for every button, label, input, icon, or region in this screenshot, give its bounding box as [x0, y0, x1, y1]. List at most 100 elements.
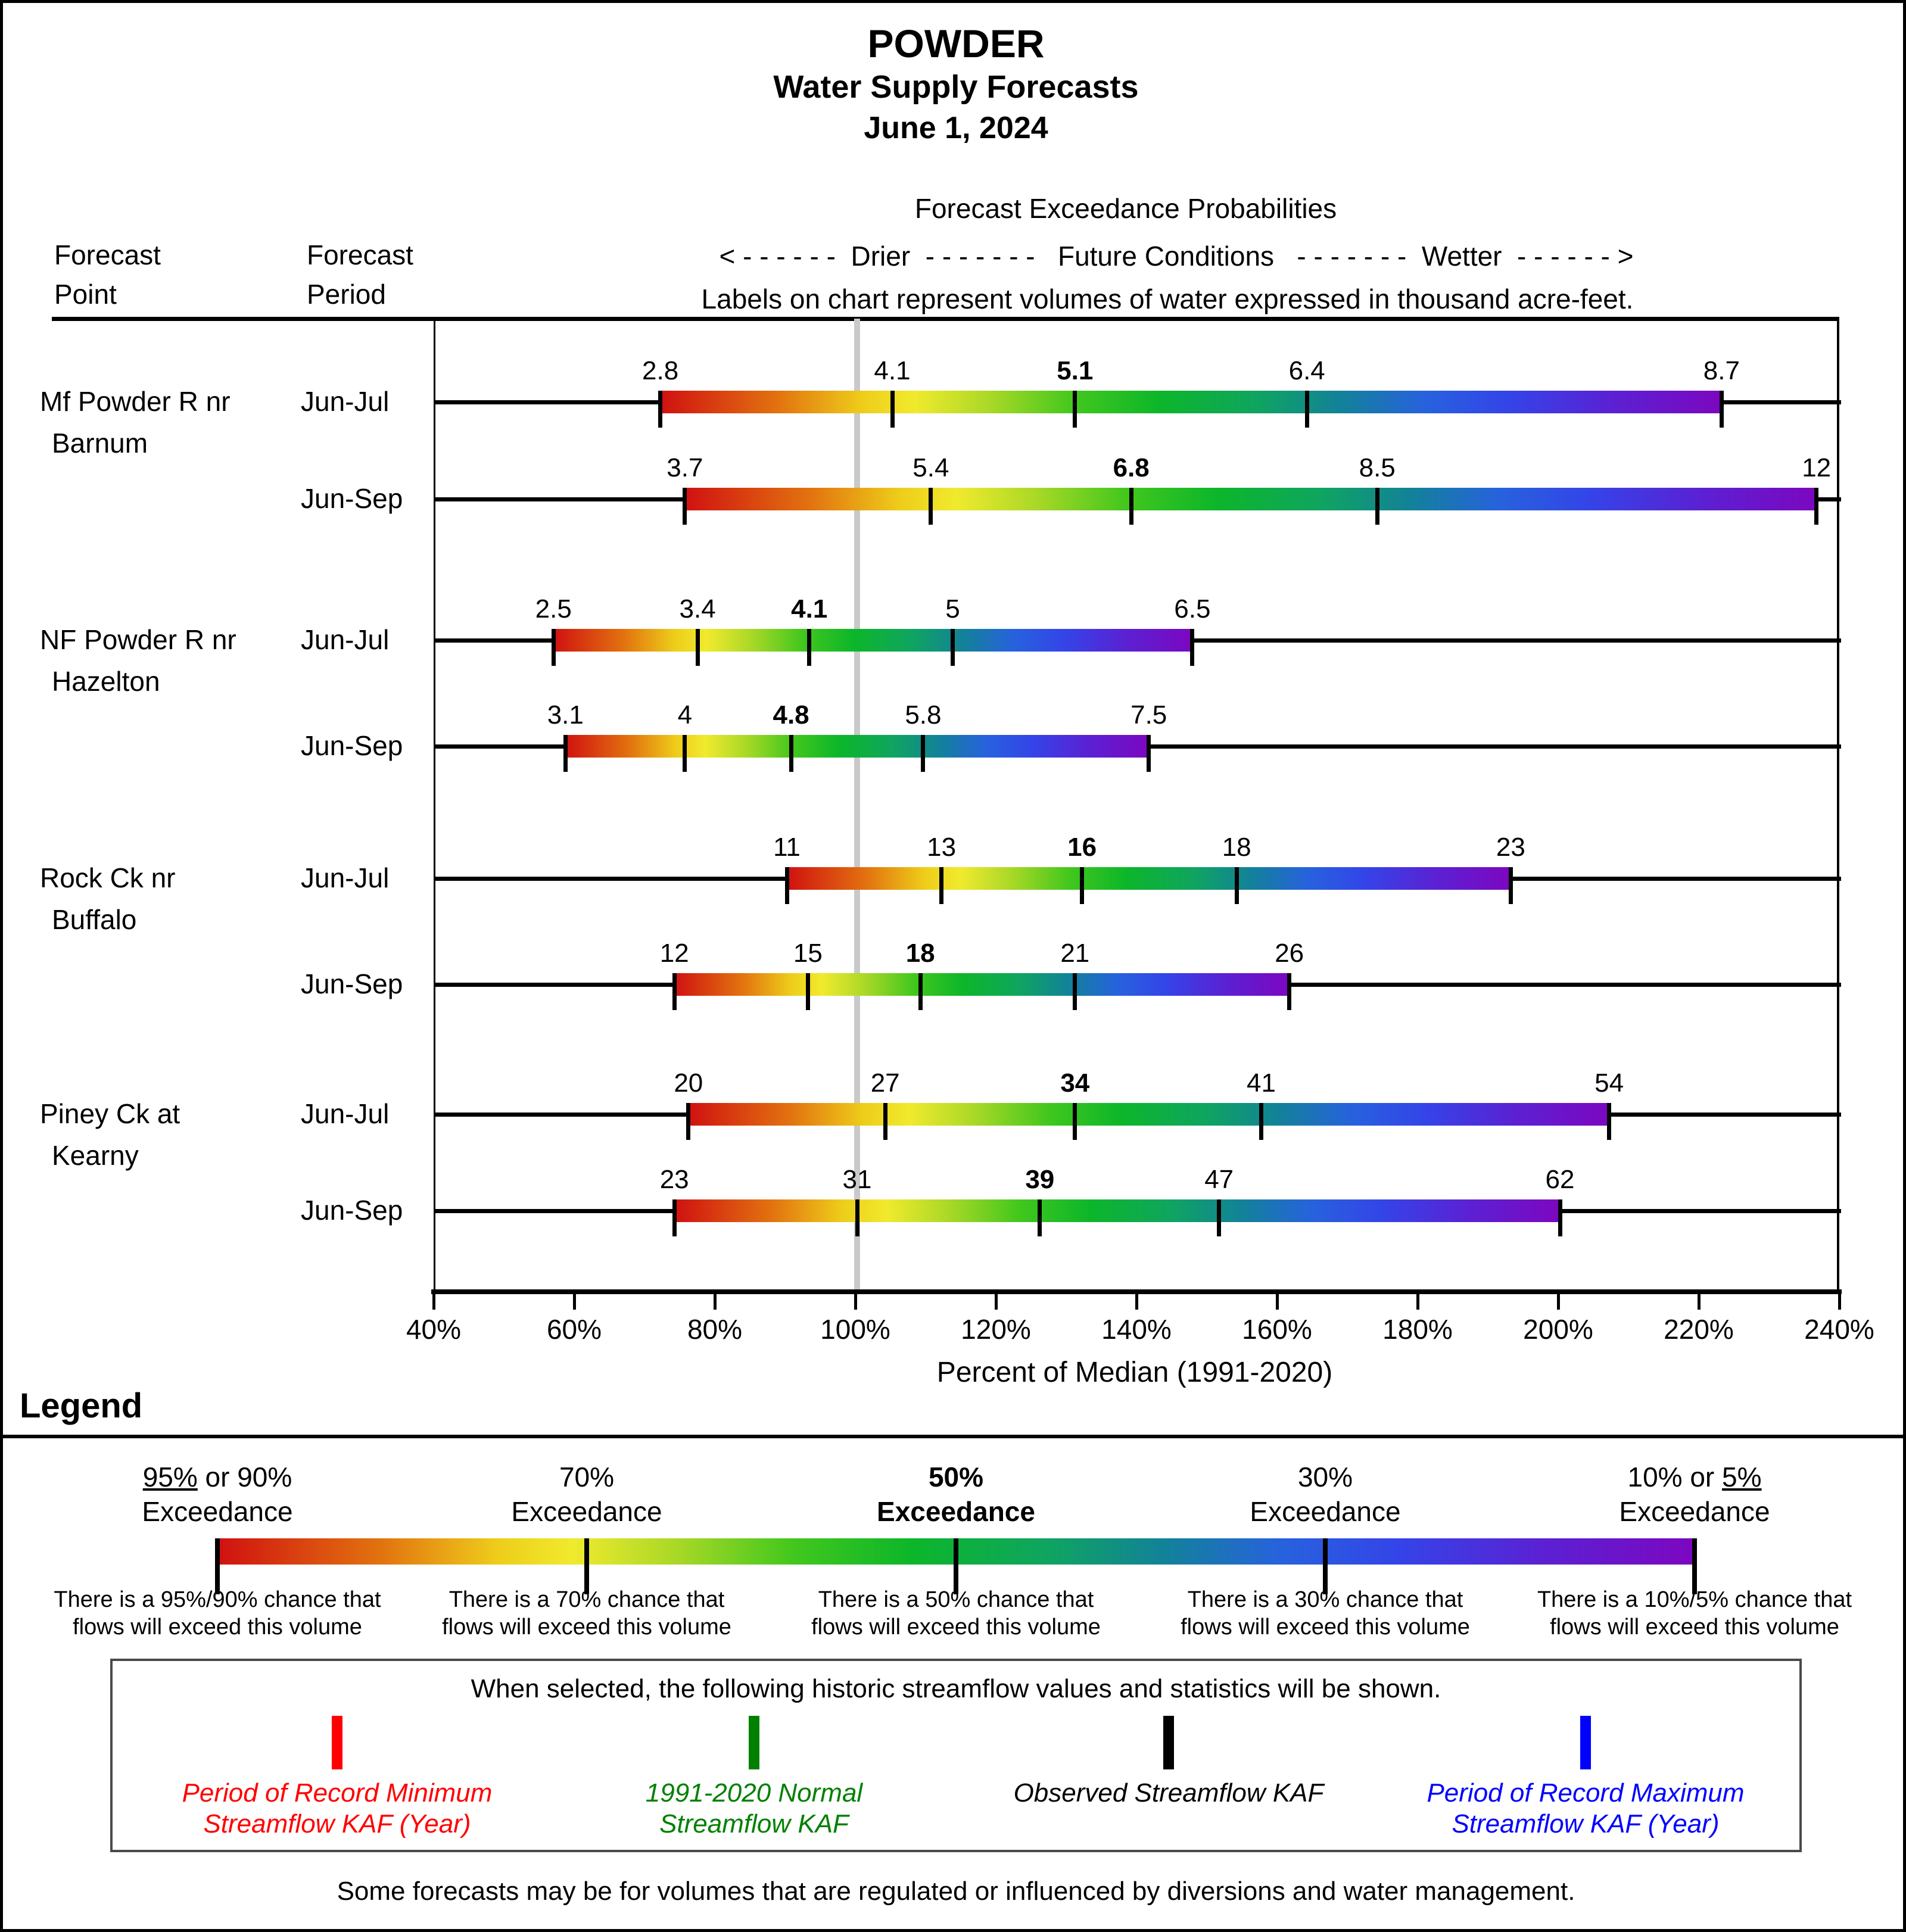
exceedance-range-bar	[660, 391, 1722, 413]
x-axis-tick-label: 60%	[546, 1314, 602, 1345]
volume-label: 23	[659, 1165, 689, 1194]
exceedance-range-bar	[688, 1103, 1609, 1126]
volume-label: 26	[1275, 939, 1304, 968]
volume-label: 47	[1204, 1165, 1234, 1194]
legend-exceedance-subtitle: Exceedance	[511, 1496, 662, 1527]
historic-marker	[1580, 1716, 1591, 1769]
regulation-footnote: Some forecasts may be for volumes that a…	[337, 1877, 1575, 1906]
exceedance-tick	[672, 973, 677, 1010]
legend-title-text: or 90%	[197, 1462, 292, 1492]
legend-exceedance-subtitle: Exceedance	[877, 1496, 1035, 1527]
legend-exceedance-tick	[954, 1538, 958, 1594]
x-axis-tick-label: 100%	[820, 1314, 890, 1345]
legend-caption-line1: There is a 30% chance that	[1187, 1587, 1463, 1612]
historic-marker-label-line1: 1991-2020 Normal	[645, 1778, 863, 1808]
legend-exceedance-tick	[584, 1538, 589, 1594]
forecast-point-header-line1: Forecast	[54, 239, 161, 270]
exceedance-tick	[939, 867, 944, 904]
legend-exceedance-title: 10% or 5%	[1510, 1461, 1879, 1493]
page-date: June 1, 2024	[864, 111, 1048, 145]
exceedance-tick	[855, 1199, 859, 1236]
exceedance-tick	[1304, 391, 1309, 428]
exceedance-tick	[1814, 488, 1819, 525]
x-axis-tick-label: 180%	[1382, 1314, 1453, 1345]
exceedance-tick	[1287, 973, 1292, 1010]
legend-exceedance-title: 30%	[1141, 1461, 1510, 1493]
legend-exceedance-subtitle: Exceedance	[142, 1496, 293, 1527]
volume-label: 7.5	[1130, 700, 1167, 730]
x-axis-tick-label: 140%	[1101, 1314, 1172, 1345]
legend-title-underlined-text: 5%	[1722, 1462, 1762, 1492]
volume-label: 2.5	[535, 594, 572, 624]
volume-label: 12	[659, 939, 689, 968]
volume-label: 18	[1222, 833, 1251, 862]
volume-label: 2.8	[642, 356, 679, 385]
station-name-line1: NF Powder R nr	[40, 624, 236, 655]
volume-label: 21	[1060, 939, 1090, 968]
x-axis-tick	[573, 1294, 576, 1310]
legend-exceedance-subtitle: Exceedance	[1250, 1496, 1401, 1527]
volume-label: 6.5	[1174, 594, 1211, 624]
exceedance-tick	[1217, 1199, 1222, 1236]
x-axis-tick	[1416, 1294, 1419, 1310]
volume-label: 4	[677, 700, 693, 730]
x-axis-tick-label: 160%	[1242, 1314, 1312, 1345]
x-axis-tick-label: 200%	[1523, 1314, 1593, 1345]
exceedance-range-bar	[553, 629, 1192, 652]
x-axis-tick	[995, 1294, 998, 1310]
legend-caption-line1: There is a 70% chance that	[449, 1587, 725, 1612]
historic-marker-label-line2: Streamflow KAF (Year)	[203, 1809, 471, 1838]
plot-area: 2.8 4.1 5.1 6.4 8.7 3.7 5.4 6.8 8.5 12 2.5 3.4 4.1 5 6…	[434, 319, 1841, 1289]
legend-exceedance-title: 70%	[402, 1461, 771, 1493]
historic-marker-label-line1: Observed Streamflow KAF	[1013, 1778, 1324, 1808]
legend-title-underlined-text: 95%	[142, 1462, 198, 1492]
x-axis-tick	[854, 1294, 857, 1310]
forecast-period-label: Jun-Sep	[301, 1195, 403, 1226]
historic-marker-label-line2: Streamflow KAF	[659, 1809, 849, 1838]
exceedance-tick	[658, 391, 663, 428]
x-axis-tick	[1276, 1294, 1279, 1310]
exceedance-tick	[672, 1199, 677, 1236]
legend-exceedance-title: 50%	[771, 1461, 1141, 1493]
exceedance-tick	[563, 735, 568, 772]
volume-label: 16	[1067, 833, 1097, 862]
station-name-line2: Hazelton	[52, 666, 160, 697]
exceedance-tick	[1190, 629, 1195, 666]
volume-label: 8.7	[1703, 356, 1740, 385]
exceedance-tick	[1080, 867, 1085, 904]
historic-marker	[749, 1716, 759, 1769]
volume-label: 5.8	[905, 700, 942, 730]
x-axis-tick-label: 220%	[1664, 1314, 1734, 1345]
volume-label: 6.4	[1288, 356, 1325, 385]
exceedance-tick	[805, 973, 810, 1010]
volume-label: 13	[927, 833, 957, 862]
volume-label: 62	[1545, 1165, 1575, 1194]
legend-exceedance-tick	[1692, 1538, 1697, 1594]
volume-label: 18	[905, 939, 935, 968]
exceedance-tick	[1719, 391, 1724, 428]
station-name-line1: Mf Powder R nr	[40, 386, 231, 417]
historic-marker	[1163, 1716, 1174, 1769]
units-note: Labels on chart represent volumes of wat…	[701, 283, 1634, 314]
volume-label: 12	[1802, 453, 1832, 482]
legend-caption-line2: flows will exceed this volume	[1181, 1615, 1470, 1640]
exceedance-tick	[807, 629, 812, 666]
legend-title-text: 30%	[1297, 1462, 1353, 1492]
volume-label: 23	[1496, 833, 1525, 862]
exceedance-range-bar	[684, 488, 1817, 510]
exceedance-tick	[789, 735, 793, 772]
exceedance-tick	[1073, 973, 1077, 1010]
exceedance-tick	[1607, 1103, 1612, 1140]
forecast-period-label: Jun-Jul	[301, 862, 390, 893]
x-axis-tick-label: 40%	[406, 1314, 462, 1345]
exceedance-tick	[1234, 867, 1239, 904]
volume-label: 6.8	[1113, 453, 1150, 482]
exceedance-tick	[929, 488, 933, 525]
volume-label: 4.1	[791, 594, 828, 624]
station-name-line2: Barnum	[52, 428, 148, 459]
exceedance-tick	[784, 867, 789, 904]
drier-wetter-direction-line: < - - - - - - Drier - - - - - - - Future…	[719, 241, 1634, 272]
exceedance-tick	[921, 735, 926, 772]
x-axis-tick	[714, 1294, 717, 1310]
